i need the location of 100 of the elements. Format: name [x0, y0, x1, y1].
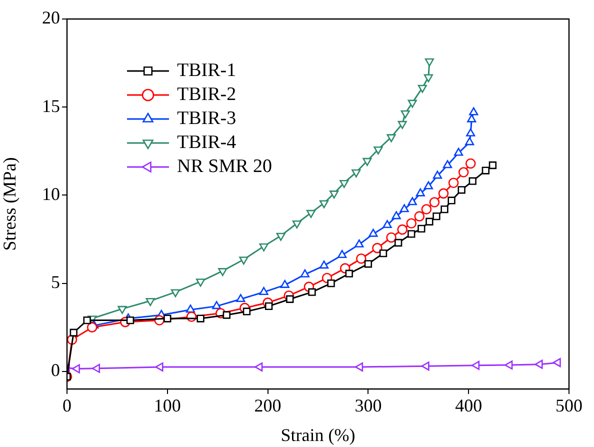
point — [222, 311, 230, 319]
point — [352, 169, 361, 178]
point — [454, 148, 464, 156]
y-tick-label: 5 — [51, 272, 60, 292]
point — [386, 134, 396, 142]
point — [418, 84, 427, 93]
point — [368, 228, 378, 237]
point — [86, 322, 98, 332]
point — [400, 204, 409, 212]
point — [429, 197, 440, 208]
point — [236, 294, 246, 302]
point — [292, 220, 302, 229]
legend-label: TBIR-1 — [177, 60, 236, 81]
point — [504, 360, 513, 370]
point — [146, 298, 155, 306]
point — [398, 120, 407, 129]
point — [552, 358, 561, 368]
point — [468, 177, 476, 185]
point — [421, 204, 432, 214]
point — [300, 269, 310, 278]
point — [382, 220, 392, 228]
point — [218, 268, 228, 276]
point — [355, 362, 364, 372]
point — [440, 205, 448, 214]
point — [126, 316, 134, 324]
point — [458, 167, 469, 178]
point — [83, 316, 91, 324]
y-axis-title: Stress (MPa) — [0, 157, 20, 251]
point — [458, 186, 466, 194]
y-tick-label: 10 — [42, 184, 60, 204]
point — [356, 253, 366, 264]
x-tick-label: 100 — [154, 396, 181, 416]
point — [379, 250, 388, 258]
point — [432, 212, 440, 220]
point — [467, 114, 476, 122]
point — [196, 278, 206, 287]
point — [416, 188, 425, 196]
point — [438, 188, 449, 199]
legend-label: TBIR-4 — [177, 132, 237, 153]
x-tick-label: 500 — [556, 396, 582, 416]
point — [408, 100, 417, 108]
point — [259, 243, 268, 252]
point — [426, 218, 434, 226]
point — [465, 137, 474, 146]
y-tick-label: 0 — [51, 360, 60, 380]
point — [254, 362, 263, 372]
point — [482, 166, 490, 174]
point — [364, 260, 372, 268]
point — [280, 280, 290, 288]
point — [308, 288, 316, 296]
point — [408, 197, 417, 206]
point — [196, 314, 204, 322]
point — [164, 314, 172, 322]
y-tick-label: 15 — [42, 96, 60, 116]
point — [92, 364, 100, 373]
point — [259, 286, 268, 295]
legend-label: TBIR-3 — [177, 108, 236, 129]
point — [394, 238, 402, 247]
point — [534, 360, 543, 369]
point — [421, 362, 430, 371]
point — [242, 308, 251, 316]
point — [155, 362, 164, 372]
point — [469, 107, 478, 116]
point — [448, 196, 456, 204]
point — [362, 158, 372, 166]
point — [276, 232, 286, 241]
point — [345, 270, 353, 278]
point — [239, 256, 248, 265]
point — [286, 295, 294, 303]
point — [408, 230, 416, 238]
x-axis-title: Strain (%) — [280, 424, 356, 445]
point — [397, 224, 408, 235]
point — [212, 301, 222, 310]
point — [327, 279, 335, 288]
x-tick-label: 400 — [455, 396, 482, 416]
point — [488, 161, 497, 170]
point — [374, 146, 383, 155]
point — [432, 170, 442, 179]
point — [448, 178, 459, 188]
point — [72, 364, 80, 374]
point — [372, 242, 382, 254]
point — [118, 306, 127, 314]
legend-label: NR SMR 20 — [177, 156, 272, 177]
point — [186, 304, 196, 313]
point — [392, 211, 401, 220]
point — [414, 211, 425, 222]
point — [466, 128, 476, 136]
point — [338, 250, 347, 258]
point — [264, 302, 273, 310]
y-tick-label: 20 — [42, 8, 60, 28]
point — [424, 74, 433, 82]
point — [70, 328, 78, 336]
point — [418, 224, 426, 232]
point — [319, 200, 329, 208]
point — [406, 218, 417, 229]
point — [465, 158, 476, 169]
point — [471, 360, 480, 370]
point — [442, 160, 452, 168]
point — [330, 190, 339, 199]
point — [354, 239, 364, 248]
